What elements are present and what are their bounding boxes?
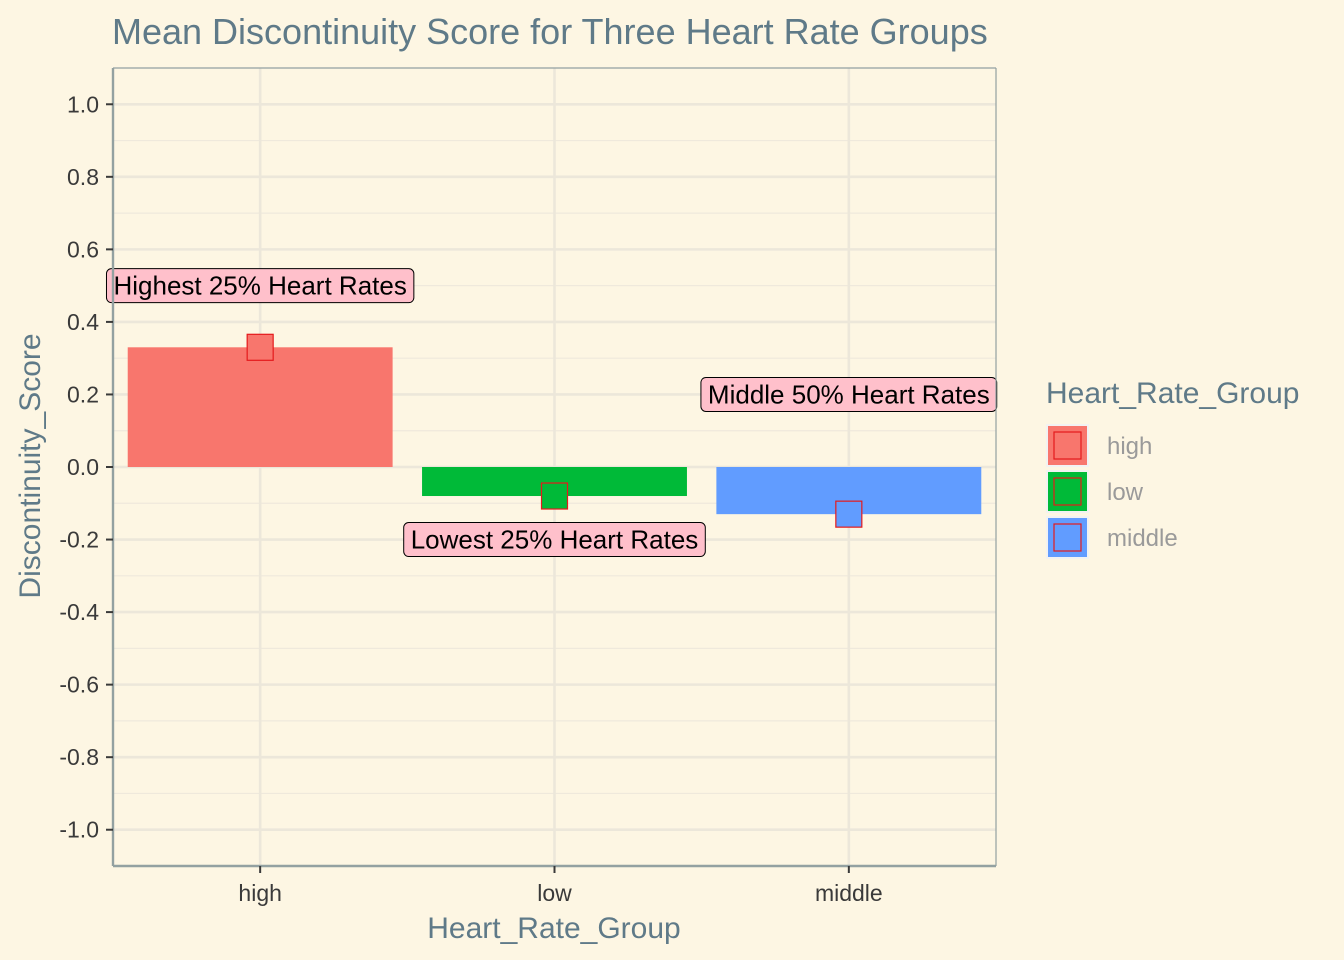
annotation-label: Highest 25% Heart Rates xyxy=(113,271,406,301)
legend-label: high xyxy=(1107,433,1152,460)
legend-label: low xyxy=(1107,479,1144,506)
legend-item-low: low xyxy=(1046,470,1144,513)
x-axis-title: Heart_Rate_Group xyxy=(427,912,680,945)
axes: 1.0 0.8 0.6 0.4 0.2 0.0 -0.2 -0.4 -0.6 -0.8 -1.0 hi… xyxy=(59,67,997,906)
annotation-label: Middle 50% Heart Rates xyxy=(708,379,990,409)
y-tick-label: 0.0 xyxy=(67,454,99,480)
y-tick-label: 0.8 xyxy=(67,164,99,190)
grid xyxy=(113,68,996,866)
x-tick-label: low xyxy=(537,880,572,906)
legend: Heart_Rate_Group high low middle xyxy=(1046,377,1299,559)
y-tick-label: -0.8 xyxy=(59,744,99,770)
y-tick-label: -1.0 xyxy=(59,817,99,843)
x-tick-label: high xyxy=(238,880,281,906)
y-tick-label: 0.4 xyxy=(67,309,99,335)
legend-key-point xyxy=(1053,523,1082,552)
legend-item-high: high xyxy=(1046,424,1152,467)
y-axis-title: Discontinuity_Score xyxy=(14,333,47,598)
point-low xyxy=(540,482,569,510)
legend-label: middle xyxy=(1107,525,1178,552)
x-tick-label: middle xyxy=(815,880,883,906)
legend-title: Heart_Rate_Group xyxy=(1046,377,1299,410)
annotation-box xyxy=(105,268,415,304)
y-tick-label: 0.6 xyxy=(67,236,99,262)
annotation-label: Lowest 25% Heart Rates xyxy=(411,525,699,555)
bar-high xyxy=(127,347,393,467)
y-tick-label: 1.0 xyxy=(67,91,99,117)
points xyxy=(246,333,863,528)
annotation-box xyxy=(403,522,706,558)
point-high xyxy=(246,333,274,361)
annotation-low: Lowest 25% Heart Rates xyxy=(403,522,706,558)
y-tick-label: 0.2 xyxy=(67,381,99,407)
legend-item-middle: middle xyxy=(1046,516,1178,559)
annotations: Highest 25% Heart Rates Lowest 25% Heart … xyxy=(105,268,998,558)
legend-key-point xyxy=(1053,431,1082,460)
y-tick-label: -0.4 xyxy=(59,599,99,625)
legend-key-point xyxy=(1053,477,1082,506)
y-tick-label: -0.6 xyxy=(59,672,99,698)
point-middle xyxy=(835,500,863,528)
annotation-high: Highest 25% Heart Rates xyxy=(105,268,415,304)
y-tick-label: -0.2 xyxy=(59,527,99,553)
chart-title: Mean Discontinuity Score for Three Heart… xyxy=(112,11,988,52)
annotation-middle: Middle 50% Heart Rates xyxy=(700,376,998,412)
annotation-box xyxy=(700,376,998,412)
